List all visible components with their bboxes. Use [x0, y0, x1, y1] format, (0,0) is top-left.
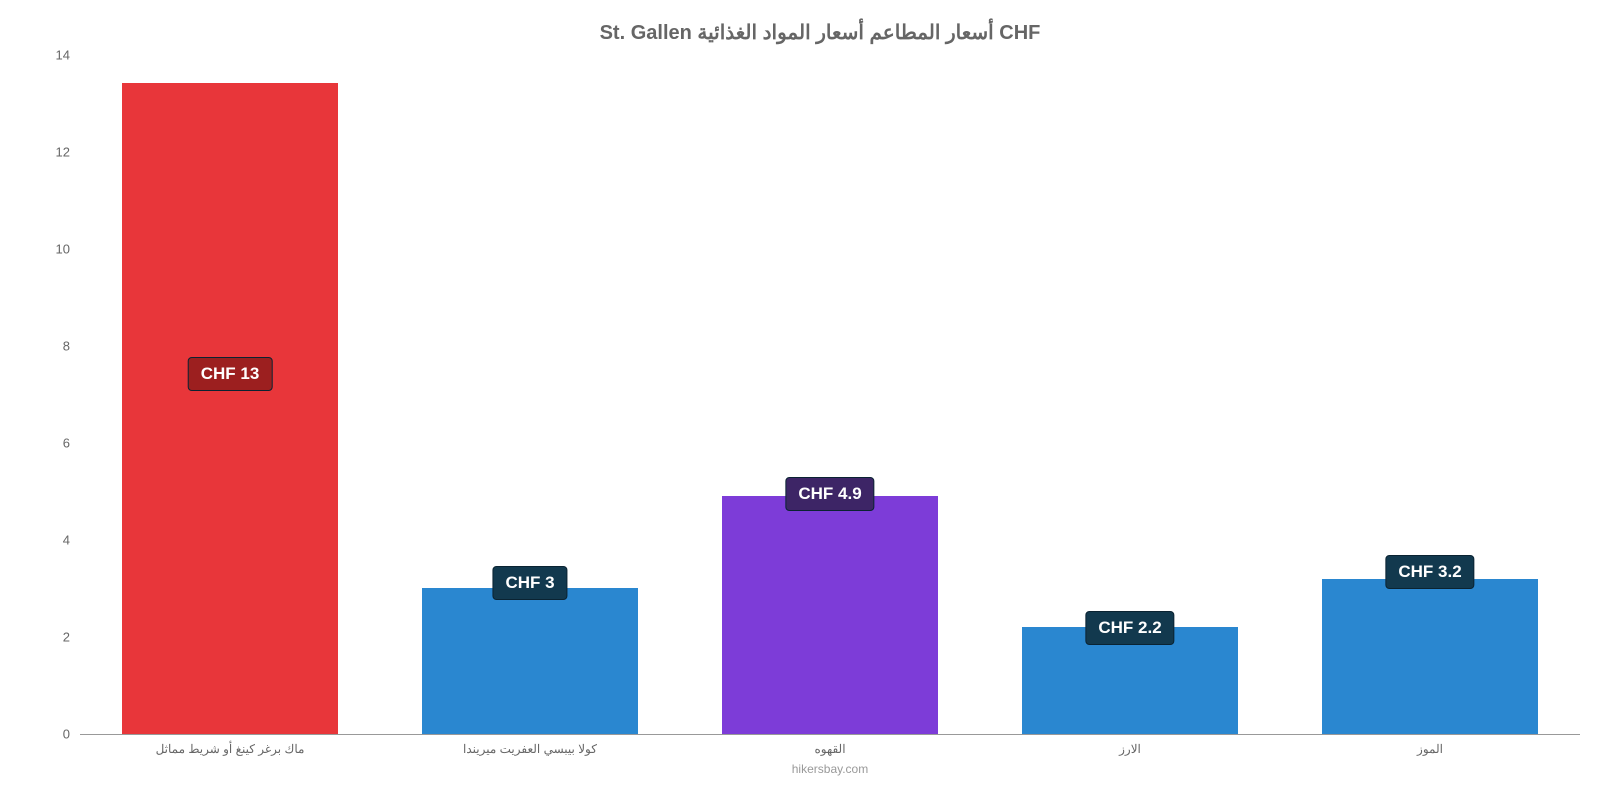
chart-title: St. Gallen أسعار المطاعم أسعار المواد ال…: [60, 20, 1580, 45]
y-tick: 2: [63, 630, 70, 645]
bar-value-label: CHF 3: [492, 566, 567, 600]
bar: CHF 3: [422, 588, 638, 734]
bar-value-label: CHF 13: [188, 357, 273, 391]
bar-group: CHF 4.9القهوه: [680, 496, 980, 734]
bar-value-label: CHF 3.2: [1385, 555, 1474, 589]
y-tick: 0: [63, 727, 70, 742]
bar: CHF 13: [122, 83, 338, 734]
bar-group: CHF 3.2الموز: [1280, 579, 1580, 734]
y-tick: 6: [63, 436, 70, 451]
y-tick: 8: [63, 339, 70, 354]
bar-value-label: CHF 2.2: [1085, 611, 1174, 645]
bar: CHF 3.2: [1322, 579, 1538, 734]
x-axis-label: الارز: [1119, 742, 1141, 756]
chart-container: St. Gallen أسعار المطاعم أسعار المواد ال…: [60, 20, 1580, 780]
source-label: hikersbay.com: [792, 762, 868, 776]
bar-group: CHF 13ماك برغر كينغ أو شريط مماثل: [80, 83, 380, 734]
x-axis-label: القهوه: [814, 742, 845, 756]
y-tick: 12: [56, 145, 70, 160]
plot-area: 02468101214 CHF 13ماك برغر كينغ أو شريط …: [80, 55, 1580, 735]
y-tick: 14: [56, 48, 70, 63]
bars-container: CHF 13ماك برغر كينغ أو شريط مماثلCHF 3كو…: [80, 55, 1580, 734]
bar: CHF 4.9: [722, 496, 938, 734]
x-axis-label: الموز: [1417, 742, 1443, 756]
y-axis: 02468101214: [45, 55, 75, 734]
x-axis-label: كولا بيبسي العفريت ميريندا: [463, 742, 597, 756]
bar-group: CHF 2.2الارز: [980, 627, 1280, 734]
y-tick: 10: [56, 242, 70, 257]
bar-value-label: CHF 4.9: [785, 477, 874, 511]
bar: CHF 2.2: [1022, 627, 1238, 734]
bar-group: CHF 3كولا بيبسي العفريت ميريندا: [380, 588, 680, 734]
x-axis-label: ماك برغر كينغ أو شريط مماثل: [156, 742, 305, 756]
y-tick: 4: [63, 533, 70, 548]
